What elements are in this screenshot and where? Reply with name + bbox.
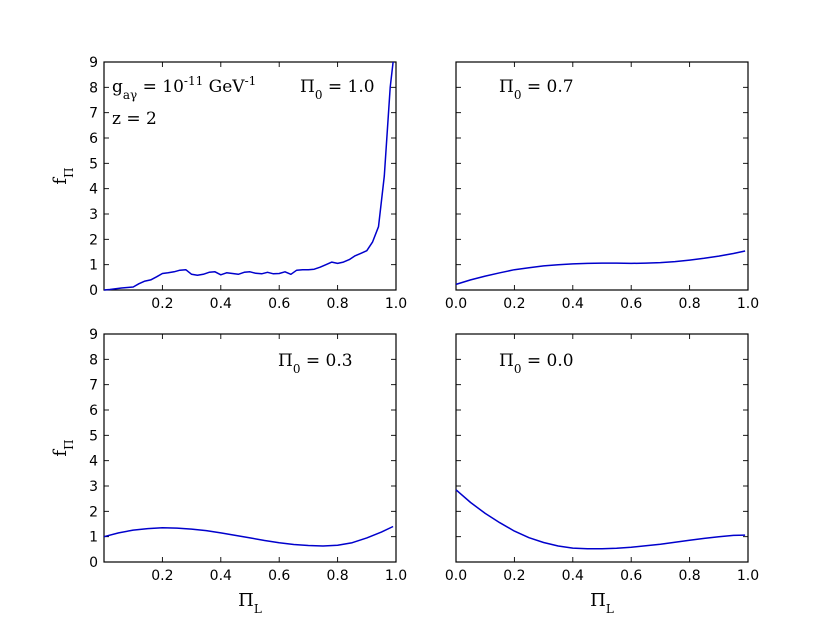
y-tick-label: 0 bbox=[89, 283, 98, 299]
x-tick-label: 0.4 bbox=[562, 296, 584, 312]
x-tick-label: 0.2 bbox=[151, 568, 173, 584]
y-tick-label: 2 bbox=[89, 232, 98, 248]
y-tick-label: 0 bbox=[89, 555, 98, 571]
series-line bbox=[103, 525, 394, 547]
y-tick-label: 7 bbox=[89, 106, 98, 122]
y-tick-label: 7 bbox=[89, 378, 98, 394]
x-tick-label: 0.8 bbox=[678, 568, 700, 584]
x-tick-label: 1.0 bbox=[385, 296, 407, 312]
x-tick-label: 1.0 bbox=[737, 296, 759, 312]
x-tick-label: 0.4 bbox=[210, 296, 232, 312]
series-line bbox=[455, 489, 746, 550]
plot-frame bbox=[103, 333, 397, 563]
y-tick-label: 9 bbox=[89, 327, 98, 343]
x-axis-label: ΠL bbox=[238, 590, 262, 616]
y-axis-label: fΠ bbox=[50, 439, 76, 456]
x-tick-label: 0.8 bbox=[326, 296, 348, 312]
x-axis-label: ΠL bbox=[590, 590, 614, 616]
panel-bottom-right: 0.0 0.2 0.4 0.6 0.8 1.0 Π0 = 0.0 ΠL bbox=[445, 333, 759, 616]
panel-top-right: 0.0 0.2 0.4 0.6 0.8 1.0 Π0 = 0.7 bbox=[445, 61, 759, 312]
y-tick-label: 3 bbox=[89, 479, 98, 495]
x-tick-label: 0.0 bbox=[445, 296, 467, 312]
y-tick-label: 1 bbox=[89, 258, 98, 274]
y-axis-label: fΠ bbox=[50, 167, 76, 184]
plot-frame bbox=[455, 333, 749, 563]
annotation: Π0 = 0.0 bbox=[499, 351, 574, 376]
series-line bbox=[455, 250, 746, 286]
x-tick-label: 0.4 bbox=[562, 568, 584, 584]
x-tick-label: 0.6 bbox=[620, 568, 642, 584]
x-tick-label: 1.0 bbox=[737, 568, 759, 584]
annotation: Π0 = 0.3 bbox=[278, 351, 353, 376]
plot-frame bbox=[103, 61, 397, 291]
y-tick-label: 8 bbox=[89, 80, 98, 96]
annotation: Π0 = 1.0 bbox=[300, 77, 375, 102]
x-tick-label: 0.0 bbox=[445, 568, 467, 584]
y-tick-label: 1 bbox=[89, 530, 98, 546]
x-tick-label: 0.2 bbox=[151, 296, 173, 312]
panel-top-left: 0 1 2 3 4 5 6 7 8 9 0.2 0.4 0.6 0.8 1.0 gaγ = 10-11 GeV… bbox=[50, 55, 407, 312]
annotation: z = 2 bbox=[112, 109, 157, 129]
y-tick-label: 4 bbox=[89, 454, 98, 470]
y-tick-label: 8 bbox=[89, 352, 98, 368]
x-tick-label: 0.6 bbox=[268, 568, 290, 584]
annotation: gaγ = 10-11 GeV-1 bbox=[112, 74, 256, 102]
y-tick-label: 5 bbox=[89, 156, 98, 172]
y-tick-label: 5 bbox=[89, 428, 98, 444]
annotation: Π0 = 0.7 bbox=[499, 77, 574, 102]
y-tick-label: 6 bbox=[89, 403, 98, 419]
y-tick-label: 2 bbox=[89, 504, 98, 520]
x-tick-label: 0.6 bbox=[268, 296, 290, 312]
y-tick-label: 6 bbox=[89, 131, 98, 147]
x-tick-label: 0.8 bbox=[326, 568, 348, 584]
y-tick-label: 3 bbox=[89, 207, 98, 223]
x-tick-label: 0.8 bbox=[678, 296, 700, 312]
series-line bbox=[103, 61, 394, 291]
x-tick-label: 0.2 bbox=[503, 296, 525, 312]
x-tick-label: 1.0 bbox=[385, 568, 407, 584]
plot-frame bbox=[455, 61, 749, 291]
y-tick-label: 9 bbox=[89, 55, 98, 71]
y-tick-label: 4 bbox=[89, 182, 98, 198]
x-tick-label: 0.2 bbox=[503, 568, 525, 584]
panel-bottom-left: 0 1 2 3 4 5 6 7 8 9 0.2 0.4 0.6 0.8 1.0 Π0 = 0.3 fΠ ΠL bbox=[50, 327, 407, 616]
x-tick-label: 0.4 bbox=[210, 568, 232, 584]
x-tick-label: 0.6 bbox=[620, 296, 642, 312]
